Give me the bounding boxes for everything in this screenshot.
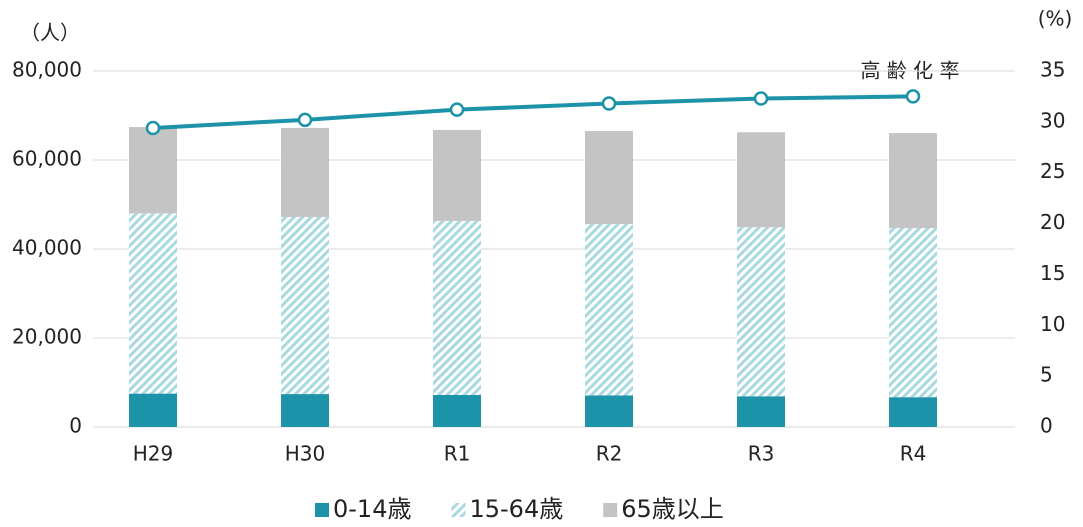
x-tick-label: H30 bbox=[285, 442, 326, 466]
y2-tick-label: 35 bbox=[1040, 58, 1065, 82]
y-unit-label: （人） bbox=[20, 21, 80, 45]
line-marker bbox=[145, 120, 161, 136]
bar-segment bbox=[433, 129, 481, 221]
y2-unit-label: (%) bbox=[1038, 7, 1073, 31]
legend-label: 65歳以上 bbox=[621, 495, 724, 523]
legend-marker bbox=[315, 503, 329, 517]
y-tick-label: 40,000 bbox=[12, 236, 82, 260]
y-tick-label: 60,000 bbox=[12, 147, 82, 171]
bar-segment bbox=[129, 127, 177, 214]
bar-segment bbox=[281, 127, 329, 217]
y2-tick-label: 0 bbox=[1040, 414, 1053, 438]
bar-segment bbox=[889, 228, 937, 398]
y2-tick-label: 25 bbox=[1040, 159, 1065, 183]
y2-tick-label: 10 bbox=[1040, 312, 1065, 336]
bar-segment bbox=[433, 394, 481, 427]
x-tick-label: R2 bbox=[596, 442, 623, 466]
bar-segment bbox=[433, 220, 481, 395]
x-tick-label: R3 bbox=[748, 442, 775, 466]
line bbox=[152, 94, 914, 130]
bar-segment bbox=[889, 397, 937, 427]
line-marker bbox=[449, 102, 465, 117]
legend-marker bbox=[603, 503, 618, 517]
bar-segment bbox=[585, 131, 633, 225]
bar-segment bbox=[129, 393, 177, 427]
y2-tick-label: 5 bbox=[1040, 363, 1053, 387]
bar-segment bbox=[737, 396, 785, 427]
line-marker bbox=[601, 96, 617, 111]
x-tick-label: R1 bbox=[444, 442, 471, 466]
bar-segment bbox=[281, 216, 329, 395]
y2-tick-label: 20 bbox=[1040, 210, 1065, 234]
bar-segment bbox=[889, 133, 937, 229]
legend-label: 0-14歳 bbox=[333, 495, 411, 523]
y-tick-label: 80,000 bbox=[12, 58, 82, 82]
x-tick-label: H29 bbox=[133, 442, 174, 466]
bar-segment bbox=[737, 132, 785, 228]
legend-marker bbox=[451, 503, 466, 517]
y-tick-label: 0 bbox=[69, 414, 82, 438]
legend-label: 15-64歳 bbox=[469, 495, 563, 523]
bar-segment bbox=[281, 394, 329, 427]
bar-segment bbox=[585, 224, 633, 396]
bar-segment bbox=[585, 395, 633, 427]
bar-segment bbox=[737, 227, 785, 397]
line-marker bbox=[753, 91, 769, 106]
y2-tick-label: 30 bbox=[1040, 108, 1065, 132]
line-marker bbox=[297, 112, 313, 128]
y2-tick-label: 15 bbox=[1040, 261, 1065, 285]
line-marker bbox=[905, 89, 921, 104]
x-tick-label: R4 bbox=[900, 442, 927, 466]
y-tick-label: 20,000 bbox=[12, 325, 82, 349]
bar-segment bbox=[129, 213, 177, 394]
